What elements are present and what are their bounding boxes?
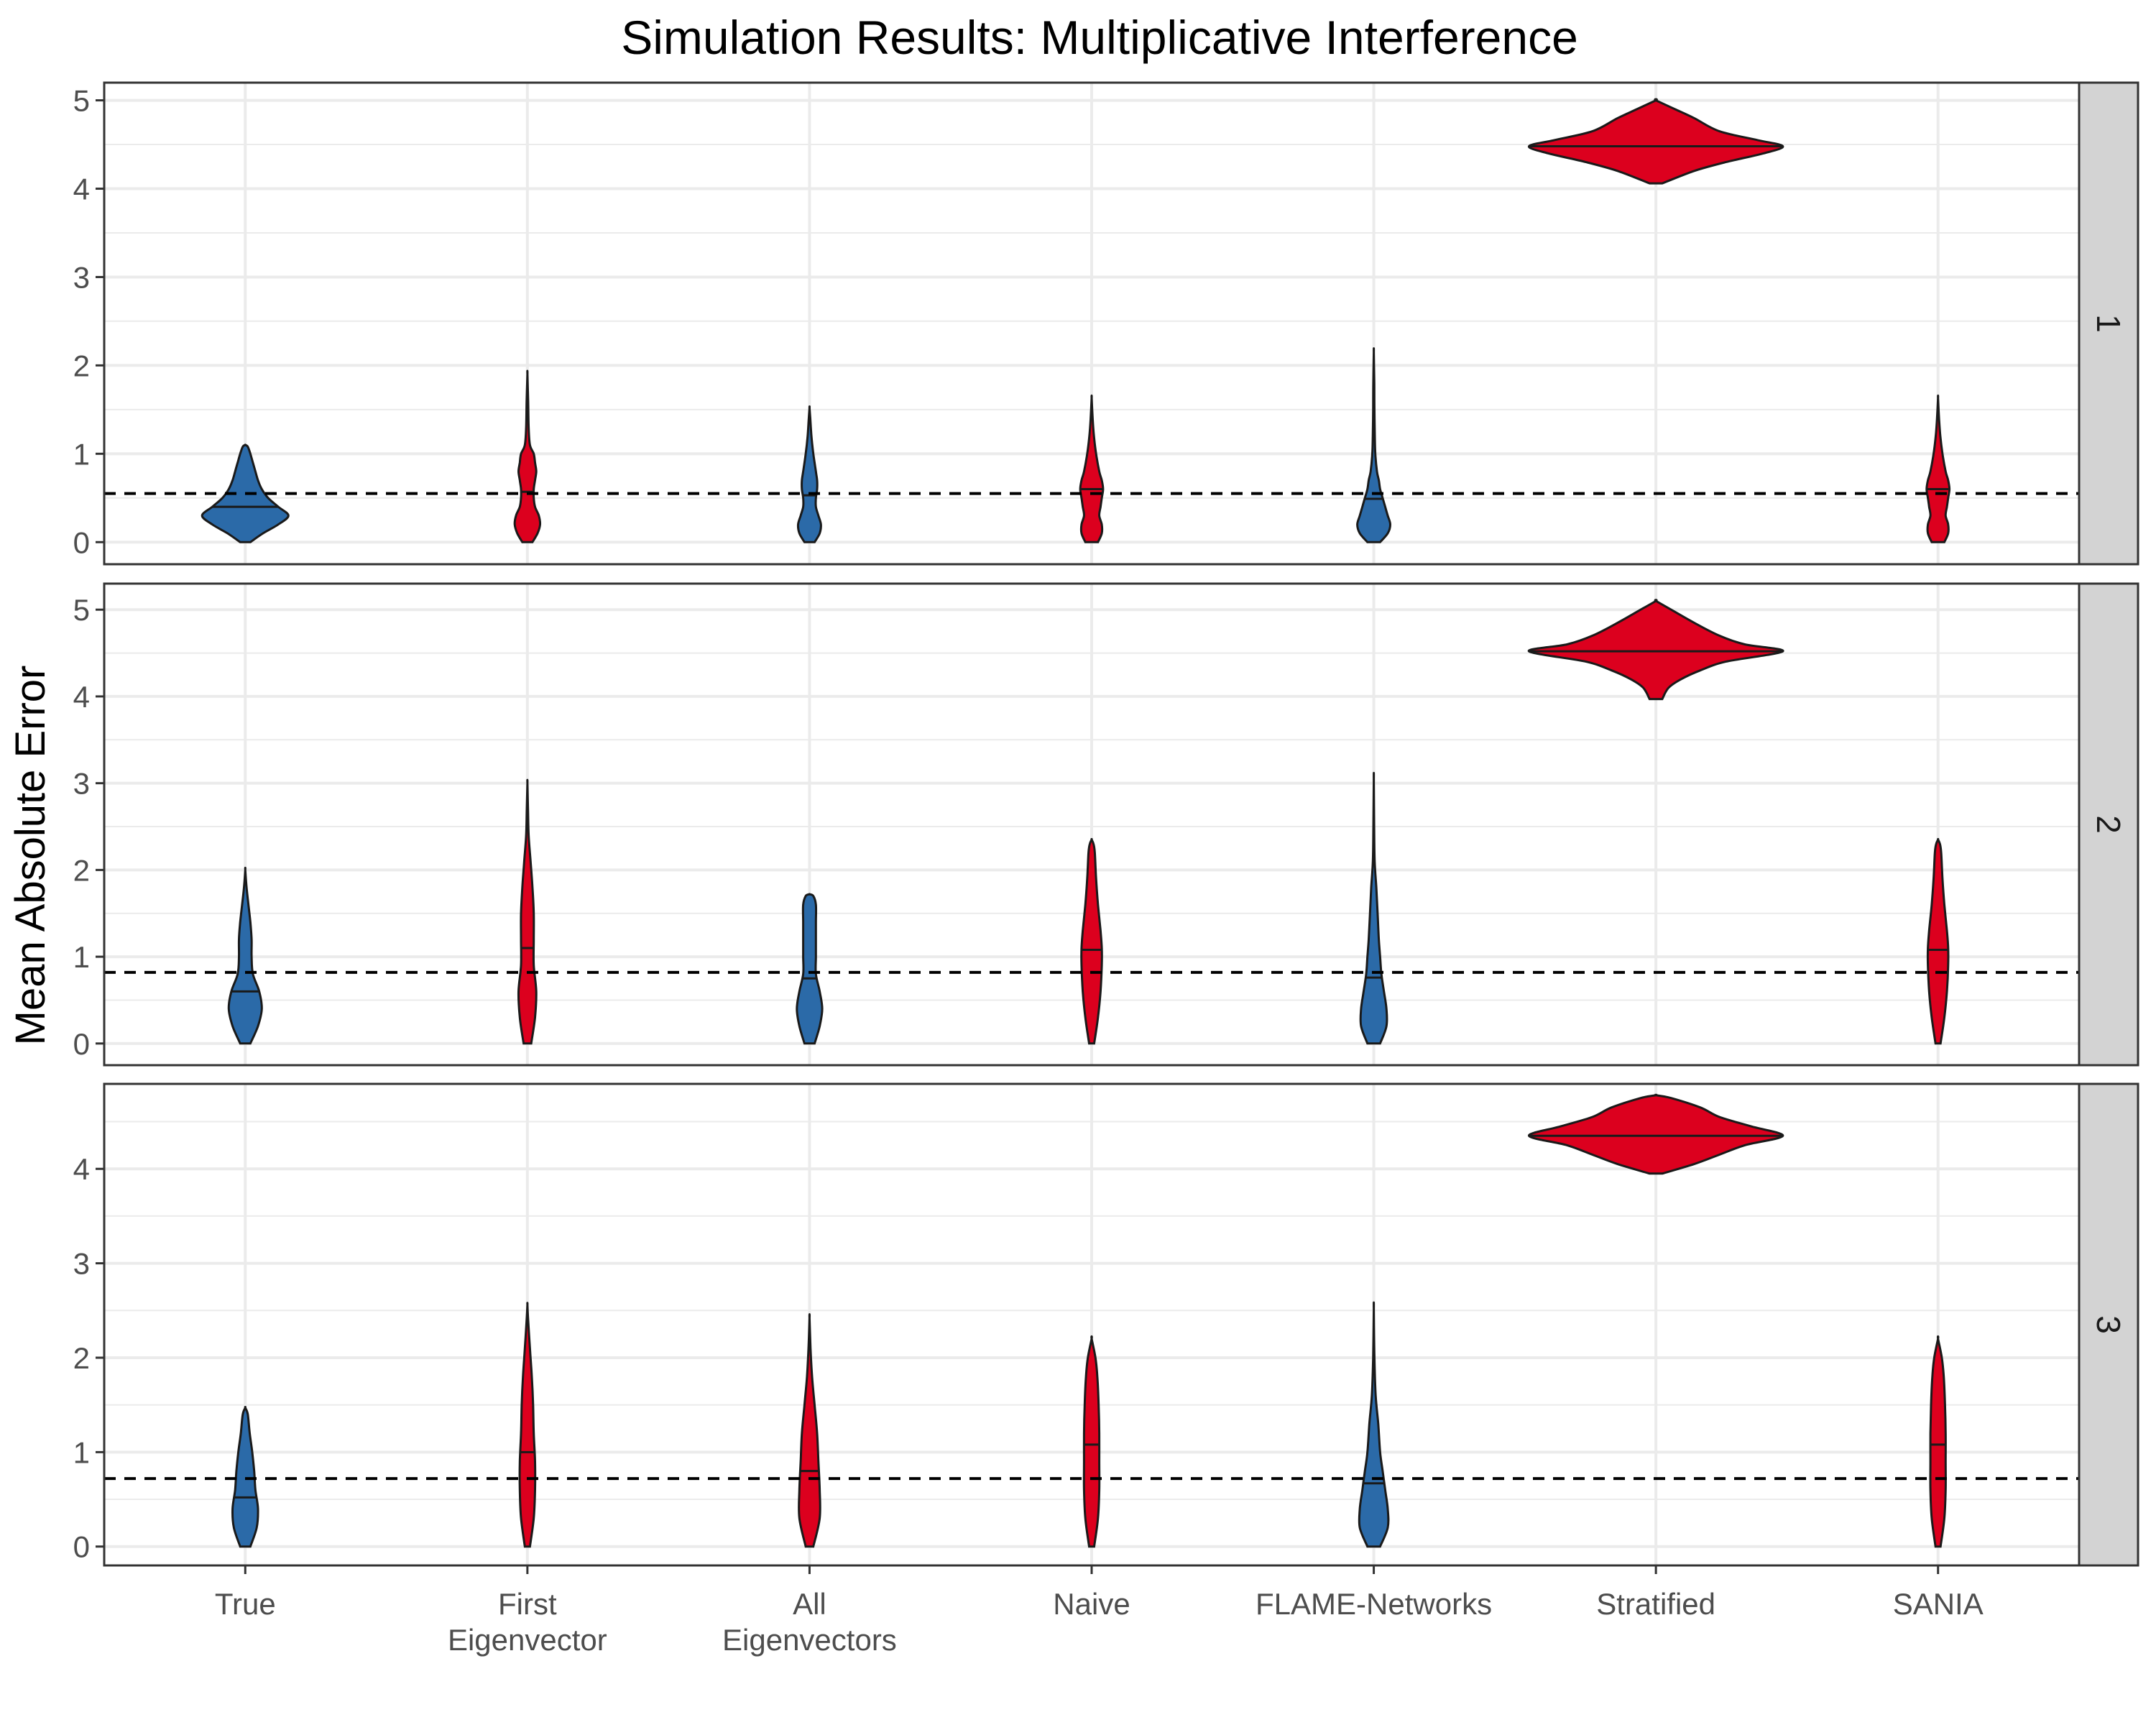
- facet-strip: [2078, 582, 2139, 1067]
- violin-shape: [1528, 98, 1784, 185]
- violin-shape: [231, 1405, 259, 1548]
- facet-panel-3: 0 1 2 3 4 3: [73, 1082, 2139, 1567]
- facet-strip: [2078, 1082, 2139, 1567]
- violin-shape: [517, 778, 538, 1045]
- facet-strip-label: 1: [2090, 314, 2127, 333]
- violin-shape: [798, 1313, 821, 1548]
- x-tick-label: Stratified: [1596, 1587, 1715, 1621]
- y-axis-label: Mean Absolute Error: [7, 666, 54, 1046]
- facet-strip-label: 3: [2090, 1315, 2127, 1334]
- y-tick-label: 2: [73, 853, 90, 887]
- y-tick-label: 3: [73, 260, 90, 294]
- x-tick-label: FLAME-Networks: [1256, 1587, 1492, 1621]
- panels-layer: 0 1 2 3 4 5 1 0 1 2 3 4 5 2 0 1 2 3 4 3: [73, 81, 2139, 1567]
- facet-panel-2: 0 1 2 3 4 5 2: [73, 582, 2139, 1067]
- violin-shape: [1929, 1335, 1947, 1548]
- facet-strip: [2078, 81, 2139, 566]
- violin-shape: [1359, 771, 1388, 1045]
- x-tick-label: SANIA: [1893, 1587, 1984, 1621]
- y-tick-label: 0: [73, 1530, 90, 1564]
- y-tick-label: 0: [73, 525, 90, 559]
- violin-shape: [1527, 1093, 1784, 1175]
- y-tick-label: 2: [73, 349, 90, 382]
- y-tick-label: 3: [73, 767, 90, 801]
- violin-shape: [1356, 347, 1392, 543]
- violin-shape: [1527, 599, 1784, 701]
- violin-shape: [1925, 394, 1951, 543]
- chart-title: Simulation Results: Multiplicative Inter…: [621, 11, 1578, 64]
- x-tick-label: Naive: [1053, 1587, 1130, 1621]
- y-tick-label: 5: [73, 84, 90, 118]
- y-tick-label: 1: [73, 940, 90, 974]
- x-tick-label: True: [215, 1587, 276, 1621]
- violin-shape: [796, 405, 822, 543]
- y-tick-label: 2: [73, 1341, 90, 1375]
- facet-panel-1: 0 1 2 3 4 5 1: [73, 81, 2139, 566]
- y-tick-label: 3: [73, 1247, 90, 1281]
- y-tick-label: 4: [73, 1152, 90, 1186]
- violin-shape: [1926, 837, 1950, 1045]
- x-tick-label: Eigenvectors: [722, 1623, 897, 1657]
- x-tick-label: First: [498, 1587, 557, 1621]
- violin-shape: [1082, 1335, 1101, 1548]
- facet-strip-label: 2: [2090, 815, 2127, 834]
- violin-shape: [1080, 837, 1103, 1045]
- y-tick-label: 1: [73, 437, 90, 471]
- x-tick-label: All: [793, 1587, 826, 1621]
- y-tick-label: 4: [73, 172, 90, 206]
- y-tick-label: 5: [73, 593, 90, 627]
- violin-shape: [1358, 1301, 1390, 1548]
- violin-shape: [1079, 394, 1105, 543]
- y-tick-label: 1: [73, 1435, 90, 1469]
- y-tick-label: 0: [73, 1027, 90, 1061]
- y-tick-label: 4: [73, 680, 90, 714]
- x-tick-label: Eigenvector: [448, 1623, 607, 1657]
- violin-shape: [513, 369, 542, 543]
- violin-shape: [518, 1302, 537, 1548]
- violin-shape: [796, 893, 824, 1045]
- violin-shape: [227, 866, 263, 1045]
